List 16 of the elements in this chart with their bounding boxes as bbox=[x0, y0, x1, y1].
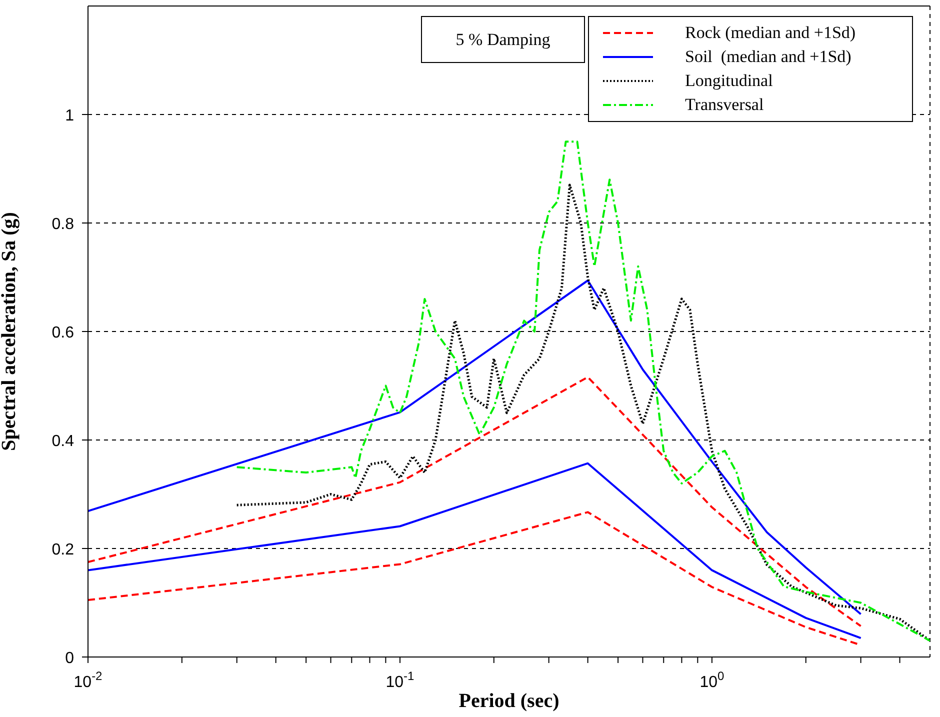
x-tick-label: 10$^{0}$ bbox=[700, 669, 724, 691]
legend-label: Rock (median and +1Sd) bbox=[685, 23, 856, 43]
legend-label: Transversal bbox=[685, 95, 764, 115]
x-axis-title: Period (sec) bbox=[458, 690, 560, 712]
y-axis-title: Spectral acceleration, Sa (g) bbox=[0, 212, 20, 451]
y-tick-label: 0.2 bbox=[52, 542, 74, 558]
legend-label: Soil (median and +1Sd) bbox=[685, 47, 852, 67]
x-tick-label: 10$^{-2}$ bbox=[74, 669, 103, 691]
annotation: 5 % Damping bbox=[421, 16, 585, 63]
legend-label: Longitudinal bbox=[685, 71, 773, 91]
x-tick-label: 10$^{-1}$ bbox=[386, 669, 415, 691]
y-tick-label: 0.4 bbox=[52, 433, 74, 450]
y-tick-label: 0 bbox=[65, 650, 74, 667]
y-tick-label: 0.6 bbox=[52, 324, 74, 342]
y-tick-label: 0.8 bbox=[52, 216, 74, 233]
y-tick-label: 1 bbox=[65, 108, 74, 124]
